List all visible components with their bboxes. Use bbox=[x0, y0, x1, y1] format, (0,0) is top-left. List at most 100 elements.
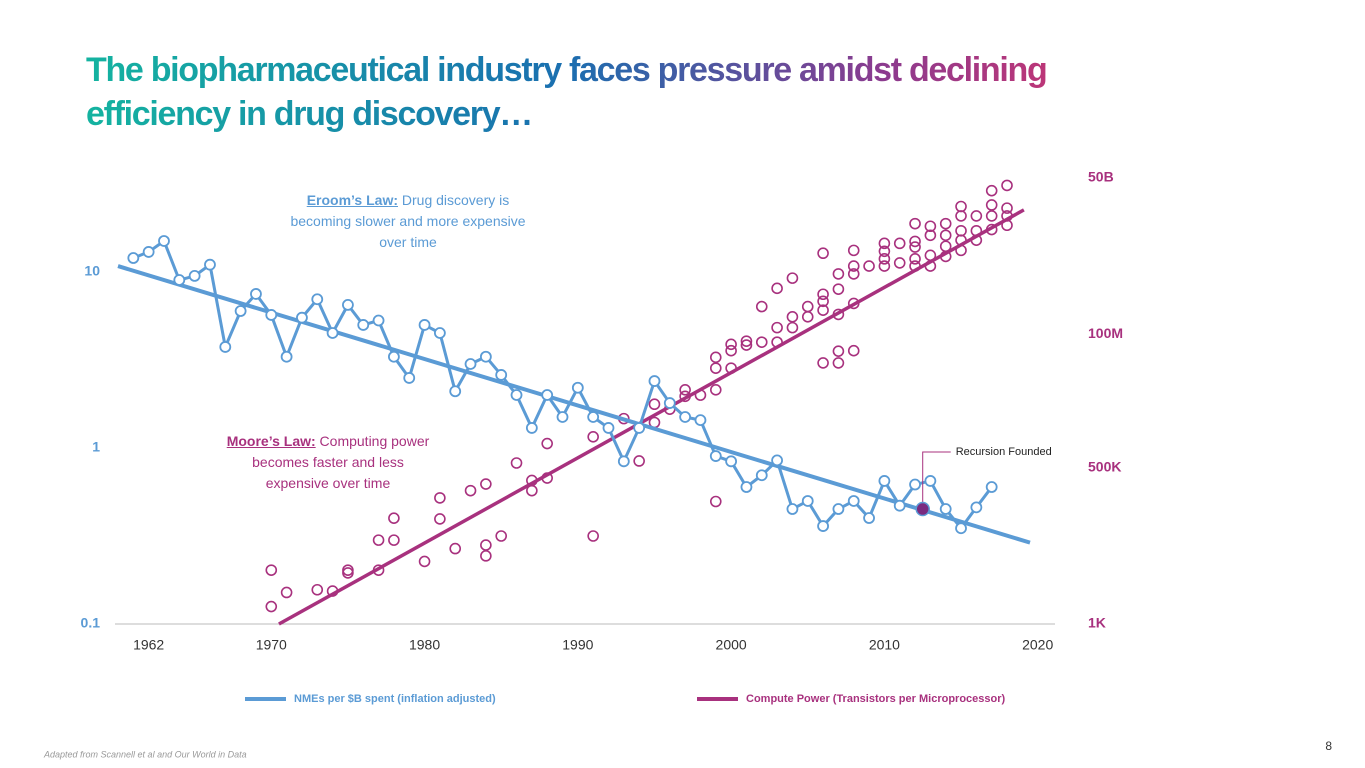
line-marker bbox=[342, 299, 354, 311]
scatter-point bbox=[510, 457, 523, 469]
scatter-point bbox=[480, 550, 492, 562]
scatter-point bbox=[755, 300, 768, 313]
line-marker bbox=[939, 503, 952, 515]
page-number: 8 bbox=[1325, 739, 1332, 753]
note-text: Computing power becomes faster and less … bbox=[252, 433, 430, 491]
line-marker bbox=[311, 293, 324, 306]
x-tick-label: 1990 bbox=[562, 637, 593, 653]
scatter-point bbox=[740, 339, 753, 351]
scatter-point bbox=[1001, 179, 1013, 192]
note-text: Drug discovery is becoming slower and mo… bbox=[290, 192, 526, 250]
line-marker bbox=[265, 309, 278, 321]
scatter-point bbox=[985, 184, 998, 197]
scatter-point bbox=[388, 512, 400, 524]
scatter-point bbox=[878, 245, 891, 258]
line-marker bbox=[296, 311, 308, 324]
scatter-point bbox=[495, 530, 507, 542]
line-marker bbox=[863, 512, 875, 524]
event-leader bbox=[922, 451, 951, 510]
x-tick-label: 2010 bbox=[869, 637, 900, 653]
line-marker bbox=[127, 252, 140, 264]
scatter-point bbox=[725, 344, 737, 357]
line-marker bbox=[495, 369, 508, 381]
scatter-point bbox=[771, 321, 783, 334]
scatter-point bbox=[786, 272, 799, 284]
event-label: Recursion Founded bbox=[956, 446, 1052, 458]
line-marker bbox=[817, 520, 829, 532]
scatter-point bbox=[480, 478, 492, 490]
scatter-point bbox=[526, 484, 538, 497]
line-marker bbox=[786, 503, 799, 515]
scatter-point bbox=[939, 217, 952, 230]
y-tick-label: 1 bbox=[92, 439, 100, 455]
scatter-point bbox=[817, 288, 829, 301]
scatter-point bbox=[342, 564, 354, 576]
scatter-point bbox=[909, 253, 921, 265]
scatter-point bbox=[694, 389, 707, 401]
scatter-point bbox=[847, 344, 860, 357]
scatter-point bbox=[955, 244, 967, 257]
line-marker bbox=[679, 411, 692, 423]
scatter-point bbox=[587, 530, 599, 542]
scatter-point bbox=[878, 253, 891, 265]
line-marker bbox=[188, 269, 201, 282]
line-marker bbox=[755, 469, 768, 482]
scatter-point bbox=[909, 217, 921, 230]
scatter-point bbox=[1001, 219, 1013, 232]
note-label: Moore’s Law: bbox=[226, 433, 316, 449]
line-marker bbox=[234, 305, 247, 317]
scatter-point bbox=[939, 240, 952, 253]
scatter-point bbox=[326, 585, 339, 597]
scatter-point bbox=[265, 600, 278, 613]
line-marker bbox=[326, 327, 339, 339]
x-tick-label: 2020 bbox=[1022, 637, 1053, 653]
line-marker bbox=[832, 503, 845, 515]
scatter-point bbox=[679, 390, 691, 403]
scatter-point bbox=[985, 223, 998, 236]
scatter-point bbox=[771, 282, 783, 295]
scatter-point bbox=[434, 513, 446, 525]
scatter-point bbox=[725, 338, 737, 351]
scatter-point bbox=[847, 268, 860, 280]
line-marker bbox=[771, 454, 783, 467]
scatter-point bbox=[970, 210, 983, 222]
scatter-point bbox=[786, 321, 799, 334]
line-marker bbox=[449, 385, 462, 398]
scatter-point bbox=[863, 260, 875, 272]
scatter-point bbox=[709, 351, 722, 364]
scatter-point bbox=[924, 229, 937, 242]
scatter-point bbox=[1001, 202, 1013, 214]
x-tick-label: 1970 bbox=[256, 637, 287, 653]
line-marker bbox=[587, 411, 600, 423]
scatter-point bbox=[924, 220, 937, 233]
scatter-point bbox=[709, 495, 722, 508]
scatter-point bbox=[985, 210, 998, 222]
line-marker bbox=[510, 389, 523, 401]
line-marker bbox=[280, 350, 293, 363]
y2-tick-label: 100M bbox=[1088, 325, 1123, 341]
scatter-point bbox=[801, 300, 814, 313]
scatter-point bbox=[786, 310, 799, 323]
line-marker bbox=[878, 475, 891, 487]
scatter-point bbox=[909, 260, 921, 272]
line-marker bbox=[142, 246, 155, 258]
source-note: Adapted from Scannell et al and Our Worl… bbox=[43, 749, 247, 759]
line-marker bbox=[955, 522, 967, 535]
line-marker bbox=[571, 381, 584, 394]
line-marker bbox=[663, 397, 676, 409]
scatter-point bbox=[464, 484, 477, 497]
scatter-point bbox=[832, 283, 845, 295]
line-marker bbox=[418, 319, 431, 331]
line-marker bbox=[847, 495, 860, 507]
scatter-point bbox=[679, 383, 691, 396]
line-marker bbox=[694, 414, 707, 427]
scatter-point bbox=[771, 336, 783, 348]
line-marker bbox=[893, 499, 906, 512]
line-marker bbox=[556, 411, 569, 423]
line-marker bbox=[388, 350, 400, 363]
line-marker bbox=[725, 455, 738, 468]
scatter-point bbox=[1001, 210, 1013, 222]
line-marker bbox=[541, 389, 554, 401]
